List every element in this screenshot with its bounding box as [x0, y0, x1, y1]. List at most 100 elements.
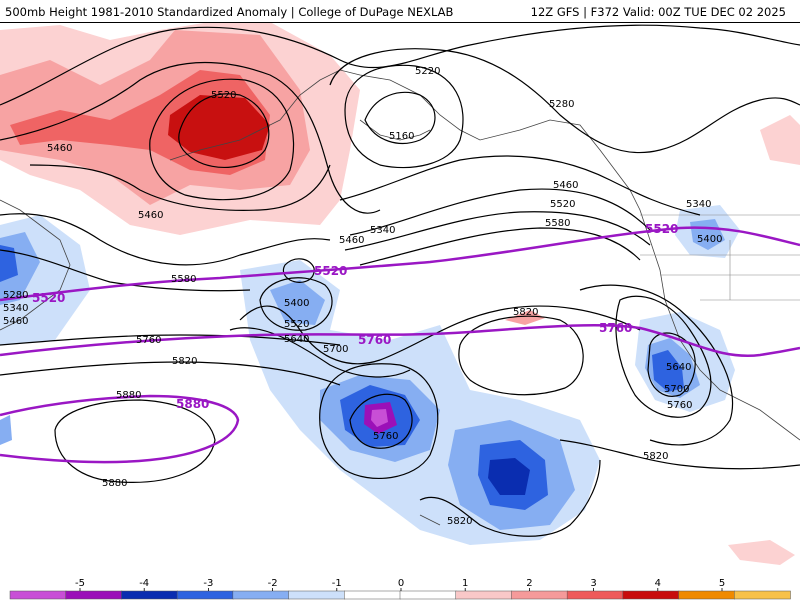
colorbar-segment: [455, 590, 513, 600]
height-label: 5760: [373, 431, 398, 442]
colorbar-segment: [288, 590, 346, 600]
map-panel: 5520 5460 5460 5220 5160 5280 5460 5520 …: [0, 23, 800, 577]
height-label: 5880: [116, 390, 141, 401]
contour-north-2: [0, 61, 381, 214]
colorbar-tick-label: 3: [590, 578, 596, 589]
contour-5400-a: [349, 188, 651, 236]
purple-label: 5880: [176, 397, 209, 411]
purple-label: 5760: [358, 333, 391, 347]
purple-label: 5520: [314, 264, 347, 278]
height-label: 5220: [415, 66, 440, 77]
contour-5340-a: [339, 155, 701, 216]
height-label: 5460: [553, 180, 578, 191]
colorbar-segment: [344, 590, 401, 600]
height-label: 5580: [545, 218, 570, 229]
contour-5400-ridge: [259, 277, 333, 331]
contour-north-1: [0, 24, 800, 106]
state-borders: [640, 214, 800, 301]
contour-5460-outer: [29, 164, 331, 211]
coast-islands: [419, 514, 441, 526]
purple-label: 5520: [645, 222, 678, 236]
colorbar-segment: [678, 590, 736, 600]
purple-5880: [0, 394, 240, 464]
height-label: 5400: [697, 234, 722, 245]
contour-5580-west: [0, 249, 251, 292]
height-label: 5340: [370, 225, 395, 236]
contour-5160: [364, 91, 436, 144]
contour-5700-a: [229, 327, 411, 378]
colorbar-tick-label: -2: [268, 578, 278, 589]
height-label: 5880: [102, 478, 127, 489]
anomaly-minus5-core: [371, 409, 388, 427]
contour-5220: [344, 64, 464, 169]
colorbar-tick-label: 0: [398, 578, 404, 589]
contour-5820-west: [0, 361, 341, 386]
colorbar-tick-label: -1: [332, 578, 342, 589]
anomaly-plus1-south: [728, 540, 795, 565]
purple-contours: [0, 226, 800, 464]
colorbar-segment: [65, 590, 123, 600]
colorbar-tick-label: 4: [655, 578, 661, 589]
height-label: 5700: [664, 384, 689, 395]
anomaly-plus4-area: [168, 95, 270, 160]
colorbar-legend: -5 -4 -3 -2 -1 0 1 2 3 4 5: [0, 577, 800, 600]
contour-5700-east: [615, 295, 712, 418]
height-label: 5340: [686, 199, 711, 210]
contour-5640-a: [239, 305, 641, 365]
height-label: 5820: [447, 516, 472, 527]
header-bar: 500mb Height 1981-2010 Standardized Anom…: [0, 0, 800, 23]
purple-label: 5760: [599, 321, 632, 335]
anomaly-plus2-small: [505, 310, 545, 325]
colorbar-tick-label: -5: [75, 578, 85, 589]
height-label: 5820: [513, 307, 538, 318]
height-label: 5640: [666, 362, 691, 373]
contour-5460-mid: [0, 213, 331, 266]
contour-5820-south: [419, 459, 601, 537]
contour-5760-west: [0, 334, 341, 346]
run-info: 12Z GFS | F372 Valid: 00Z TUE DEC 02 202…: [530, 5, 786, 19]
purple-labels: 5520 5520 5520 5760 5760 5880: [32, 222, 678, 411]
anomaly-minus3-west: [0, 245, 18, 282]
colorbar-segment: [734, 590, 791, 600]
purple-5760: [0, 324, 800, 357]
height-label: 5160: [389, 131, 414, 142]
contour-5880-west: [54, 399, 216, 483]
colorbar-segment: [511, 590, 568, 600]
coastlines: [0, 69, 800, 526]
coast-asia: [0, 199, 71, 331]
height-label: 5460: [138, 210, 163, 221]
contour-5820-high: [458, 315, 584, 396]
height-contours: [0, 24, 800, 537]
height-label: 5340: [3, 303, 28, 314]
colorbar-tick-label: -4: [139, 578, 149, 589]
colorbar-segment: [121, 590, 178, 600]
anomaly-map: 5520 5460 5460 5220 5160 5280 5460 5520 …: [0, 23, 800, 577]
contour-5460-inner: [149, 78, 295, 201]
anomaly-minus4-south: [488, 458, 530, 495]
contour-5760-east: [579, 284, 734, 446]
colorbar-segment: [566, 590, 624, 600]
height-labels: 5520 5460 5460 5220 5160 5280 5460 5520 …: [3, 66, 722, 527]
contour-5280: [329, 48, 800, 154]
height-label: 5520: [211, 90, 236, 101]
height-label: 5280: [3, 290, 28, 301]
contour-5820-low: [319, 363, 439, 480]
contour-5820-east: [559, 439, 800, 470]
colorbar-svg: -5 -4 -3 -2 -1 0 1 2 3 4 5: [9, 578, 791, 600]
colorbar-tick-label: -3: [203, 578, 213, 589]
colorbar-segment: [9, 590, 67, 600]
height-label: 5820: [172, 356, 197, 367]
colorbar-segment: [176, 590, 234, 600]
contour-5640-east: [647, 332, 696, 397]
anomaly-minus3-east: [652, 350, 684, 392]
colorbar-segment: [622, 590, 680, 600]
colorbar-tick-label: 2: [526, 578, 532, 589]
height-label: 5280: [549, 99, 574, 110]
height-label: 5700: [323, 344, 348, 355]
contour-5520-low: [178, 93, 270, 169]
height-label: 5460: [3, 316, 28, 327]
height-label: 5400: [284, 298, 309, 309]
contour-5460-east: [344, 211, 651, 251]
anomaly-minus2-edge: [0, 415, 12, 445]
height-label: 5760: [136, 335, 161, 346]
